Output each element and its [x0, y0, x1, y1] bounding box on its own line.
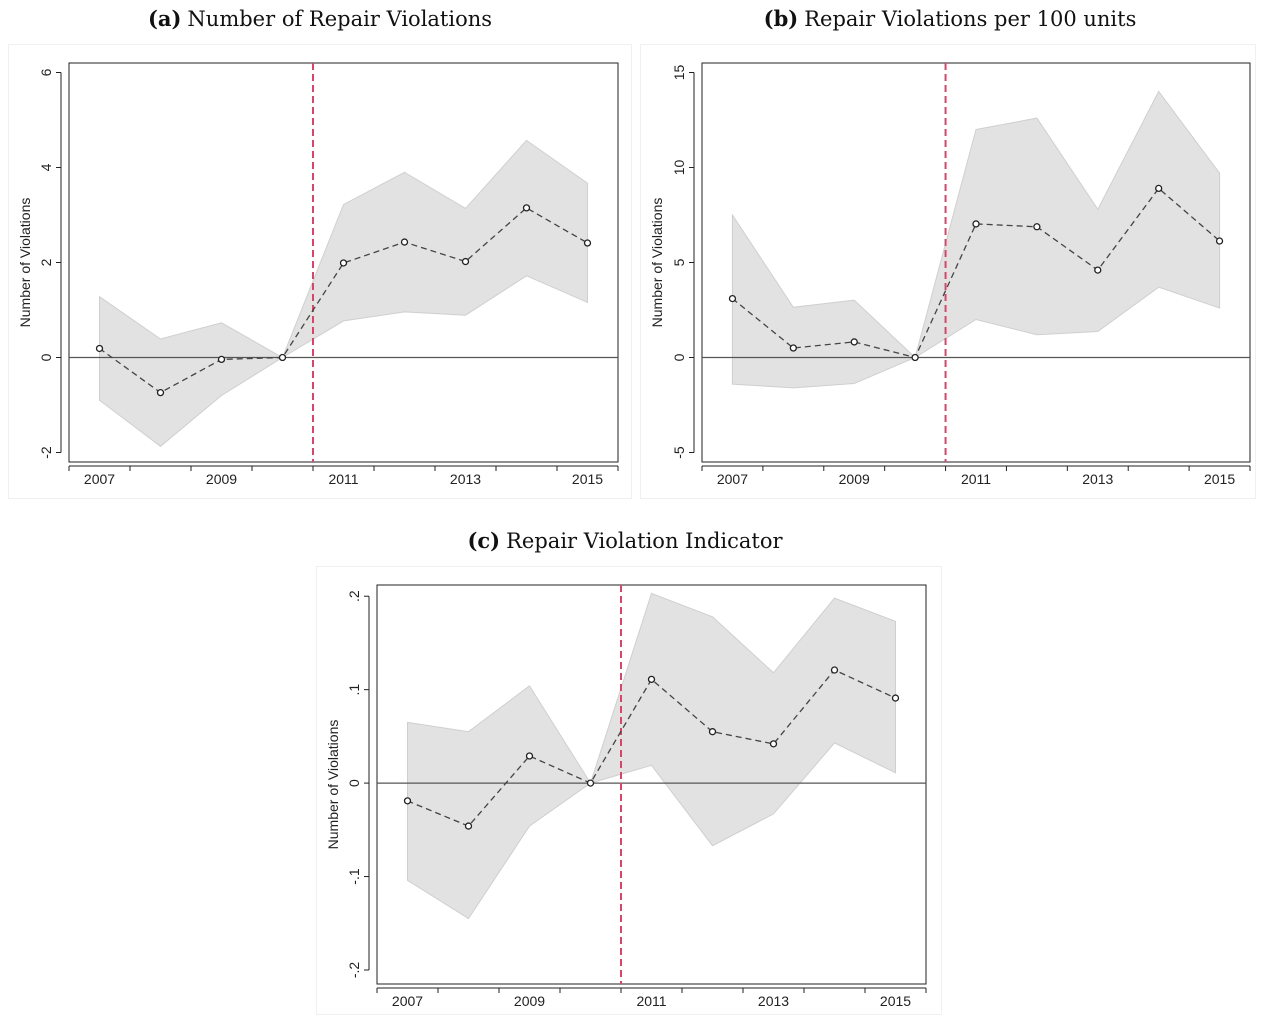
y-tick-label: 2: [38, 258, 54, 266]
data-point: [647, 675, 656, 684]
data-point: [830, 666, 839, 674]
panel-c-title: (c) Repair Violation Indicator: [445, 528, 805, 553]
x-tick-label: 2015: [572, 471, 603, 487]
x-tick-label: 2007: [84, 471, 115, 487]
x-tick-label: 2013: [450, 471, 481, 487]
y-axis-title: Number of Violations: [17, 198, 33, 328]
x-tick-label: 2013: [1082, 471, 1113, 487]
data-point: [972, 220, 980, 228]
x-tick-label: 2009: [839, 471, 870, 487]
y-tick-label: -.1: [346, 868, 362, 885]
data-point: [400, 238, 409, 246]
data-point: [911, 353, 919, 362]
y-axis-title: Number of Violations: [325, 720, 341, 850]
x-tick-label: 2011: [961, 471, 991, 487]
data-point: [583, 239, 592, 247]
panel-b-label: (b): [763, 6, 799, 31]
y-tick-label: 15: [671, 65, 687, 81]
data-point: [464, 822, 473, 830]
panel-a-label: (a): [147, 6, 182, 31]
data-point: [789, 344, 797, 352]
panel-a-title: (a) Number of Repair Violations: [130, 6, 510, 31]
panel-c-title-text: Repair Violation Indicator: [506, 529, 783, 553]
data-point: [525, 752, 534, 760]
data-point: [586, 779, 595, 787]
y-tick-label: 0: [38, 353, 54, 361]
y-tick-label: 6: [38, 68, 54, 76]
y-tick-label: .1: [346, 684, 362, 696]
data-point: [278, 353, 287, 362]
y-tick-label: -.2: [346, 962, 362, 979]
data-point: [708, 728, 717, 736]
data-point: [1033, 223, 1041, 231]
y-tick-label: 5: [671, 258, 687, 266]
x-tick-label: 2015: [1204, 471, 1235, 487]
data-point: [728, 294, 737, 303]
panel-b-title-text: Repair Violations per 100 units: [804, 7, 1137, 31]
data-point: [1215, 237, 1224, 245]
data-point: [891, 694, 900, 702]
data-point: [461, 257, 470, 266]
x-tick-label: 2011: [636, 993, 666, 1009]
x-tick-label: 2013: [758, 993, 789, 1009]
chart-a: -2 0 2 4 6 Number of Violations 2007 2009 2011 20…: [8, 44, 632, 499]
panel-c-label: (c): [467, 528, 501, 553]
data-point: [850, 338, 858, 346]
data-point: [403, 797, 412, 805]
chart-c: -.2 -.1 0 .1 .2 Number of Violations 2007 2009 2…: [316, 566, 942, 1015]
y-tick-label: .2: [346, 590, 362, 602]
data-point: [1094, 266, 1102, 274]
panel-b-title: (b) Repair Violations per 100 units: [745, 6, 1155, 31]
y-tick-label: 0: [346, 779, 362, 787]
x-tick-label: 2015: [880, 993, 911, 1009]
x-tick-label: 2009: [206, 471, 237, 487]
x-tick-label: 2009: [514, 993, 545, 1009]
series-line: [99, 207, 588, 394]
y-axis-title: Number of Violations: [649, 198, 665, 328]
x-tick-label: 2011: [328, 471, 358, 487]
chart-b: -5 0 5 10 15 Number of Violations 2007 2009 2011…: [640, 44, 1256, 499]
x-tick-label: 2007: [392, 993, 423, 1009]
data-point: [522, 204, 531, 212]
series-line: [731, 187, 1221, 359]
data-point: [156, 388, 165, 397]
panel-a-title-text: Number of Repair Violations: [187, 7, 493, 31]
y-tick-label: -2: [38, 446, 54, 459]
x-tick-label: 2007: [717, 471, 748, 487]
y-tick-label: -5: [671, 446, 687, 459]
data-point: [769, 740, 778, 748]
data-point: [95, 344, 104, 353]
y-tick-label: 4: [38, 163, 54, 171]
y-tick-label: 10: [671, 160, 687, 176]
data-point: [339, 259, 348, 267]
data-point: [1155, 184, 1163, 193]
data-point: [217, 355, 226, 364]
y-tick-label: 0: [671, 353, 687, 361]
